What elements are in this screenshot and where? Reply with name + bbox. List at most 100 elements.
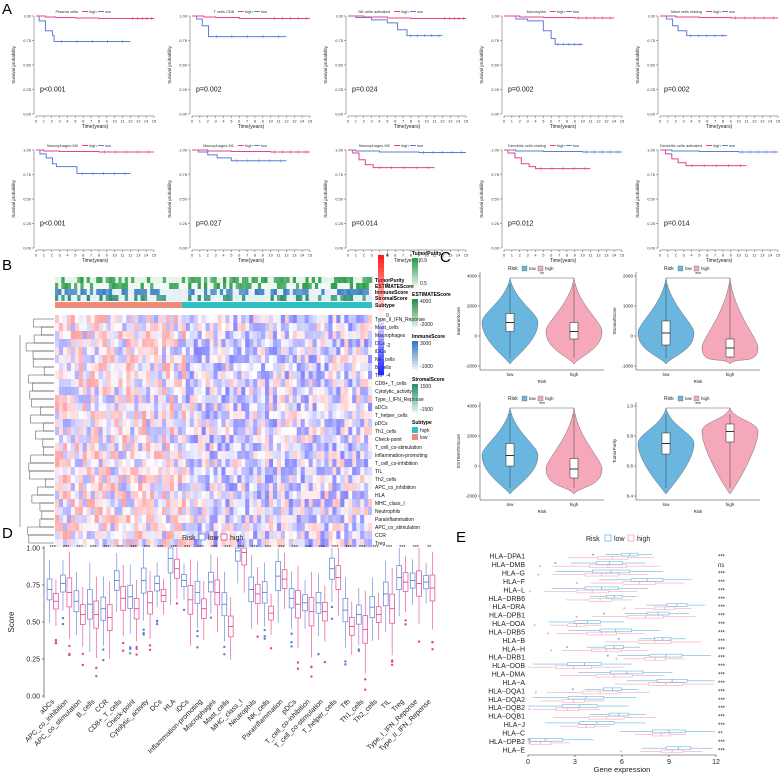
heatmap-cell: [126, 539, 131, 548]
x-tick-label: 13: [448, 119, 453, 124]
heatmap-cell: [189, 411, 194, 420]
heatmap-cell: [193, 451, 198, 460]
heatmap-cell: [83, 507, 87, 515]
heatmap-cell: [181, 475, 186, 484]
heatmap-cell: [193, 531, 198, 540]
hbox-group: HLA−B ***: [503, 637, 726, 645]
heatmap-cell: [62, 435, 67, 444]
heatmap-cell: [324, 323, 329, 332]
signif-label: ***: [332, 545, 339, 551]
annotation-cell: [280, 277, 284, 283]
heatmap-cell: [288, 531, 293, 540]
heatmap-cell: [277, 331, 281, 339]
heatmap-cell: [296, 339, 301, 348]
heatmap-cell: [134, 371, 139, 380]
heatmap-cell: [71, 371, 75, 379]
heatmap-cell: [368, 467, 373, 476]
y-axis-label: TumorPurity: [612, 438, 617, 463]
heatmap-cell: [95, 355, 99, 363]
heatmap-cell: [82, 379, 87, 388]
heatmap-cell: [158, 427, 163, 436]
heatmap-cell: [276, 499, 281, 508]
heatmap-cell: [360, 483, 365, 492]
heatmap-cell: [221, 379, 226, 388]
heatmap-cell: [142, 483, 147, 492]
heatmap-cell: [55, 507, 60, 516]
x-tick-label: 11: [588, 253, 593, 258]
annotation-cell: [131, 283, 135, 289]
heatmap-cell: [169, 451, 174, 460]
heatmap-cell: [173, 539, 178, 548]
heatmap-cell: [249, 387, 254, 396]
heatmap-cell: [134, 491, 139, 500]
heatmap-cell: [138, 323, 143, 332]
x-tick-label: 12: [440, 253, 445, 258]
heatmap-cell: [332, 499, 337, 508]
heatmap-cell: [94, 483, 99, 492]
x-tick-label: 10: [736, 119, 741, 124]
heatmap-cell: [90, 363, 95, 372]
heatmap-cell: [324, 403, 329, 412]
heatmap-cell: [217, 523, 221, 531]
annotation-cell: [349, 289, 354, 295]
annotation-cell: [203, 277, 208, 283]
heatmap-cell: [197, 451, 202, 460]
heatmap-cell: [205, 531, 210, 540]
x-axis-label: Time(years): [82, 258, 109, 264]
annotation-cell: [242, 289, 246, 295]
heatmap-cell: [82, 355, 87, 364]
heatmap-cell: [293, 363, 297, 371]
heatmap-cell: [58, 539, 64, 548]
heatmap-cell: [268, 507, 274, 516]
legend-gradient-step: [412, 269, 418, 273]
heatmap-cell: [213, 371, 218, 380]
heatmap-cell: [146, 403, 151, 412]
heatmap-cell: [189, 491, 194, 500]
heatmap-cell: [134, 459, 139, 468]
outlier-high: [148, 644, 152, 647]
heatmap-cell: [78, 475, 83, 484]
heatmap-cell: [265, 339, 269, 347]
heatmap-cell: [130, 539, 135, 548]
signif-label: ***: [305, 545, 312, 551]
x-tick-label: 12: [284, 253, 289, 258]
outlier-high: [256, 635, 259, 638]
heatmap-cell: [261, 443, 266, 452]
annotation-cell: [223, 283, 227, 289]
heatmap-cell: [205, 355, 210, 364]
x-tick-label: 0: [35, 253, 38, 258]
heatmap-cell: [55, 331, 60, 340]
x-tick-label: 0: [191, 253, 194, 258]
annotation-label: TumorPurity: [375, 278, 405, 284]
x-tick-label: 14: [456, 253, 461, 258]
legend-label-low: low: [417, 9, 423, 14]
outlier-low: [554, 562, 557, 565]
x-tick-label: 7: [402, 253, 405, 258]
heatmap-cell: [217, 371, 222, 380]
heatmap-cell: [257, 451, 261, 459]
heatmap-cell: [268, 315, 274, 324]
x-tick-label: 5: [74, 119, 77, 124]
heatmap-cell: [98, 435, 103, 444]
y-tick-label: 0.00: [491, 112, 500, 117]
heatmap-cell: [273, 443, 277, 451]
heatmap-cell: [165, 331, 171, 340]
heatmap-cell: [177, 339, 182, 348]
heatmap-cell: [297, 347, 301, 355]
annotation-label: StromalScore: [375, 296, 408, 302]
heatmap-cell: [225, 363, 230, 372]
heatmap-cell: [328, 331, 333, 340]
annotation-cell: [283, 283, 287, 289]
heatmap-cell: [281, 427, 285, 435]
heatmap-cell: [165, 443, 171, 452]
annotation-cell: [70, 289, 75, 295]
heatmap-cell: [253, 531, 258, 540]
annotation-cell: [102, 283, 106, 289]
heatmap-cell: [55, 475, 60, 484]
heatmap-cell: [241, 451, 246, 460]
color-scale-tick: 2: [386, 283, 389, 289]
heatmap-cell: [189, 523, 194, 532]
heatmap-cell: [150, 347, 155, 356]
heatmap-cell: [265, 491, 270, 500]
heatmap-cell: [268, 387, 274, 396]
